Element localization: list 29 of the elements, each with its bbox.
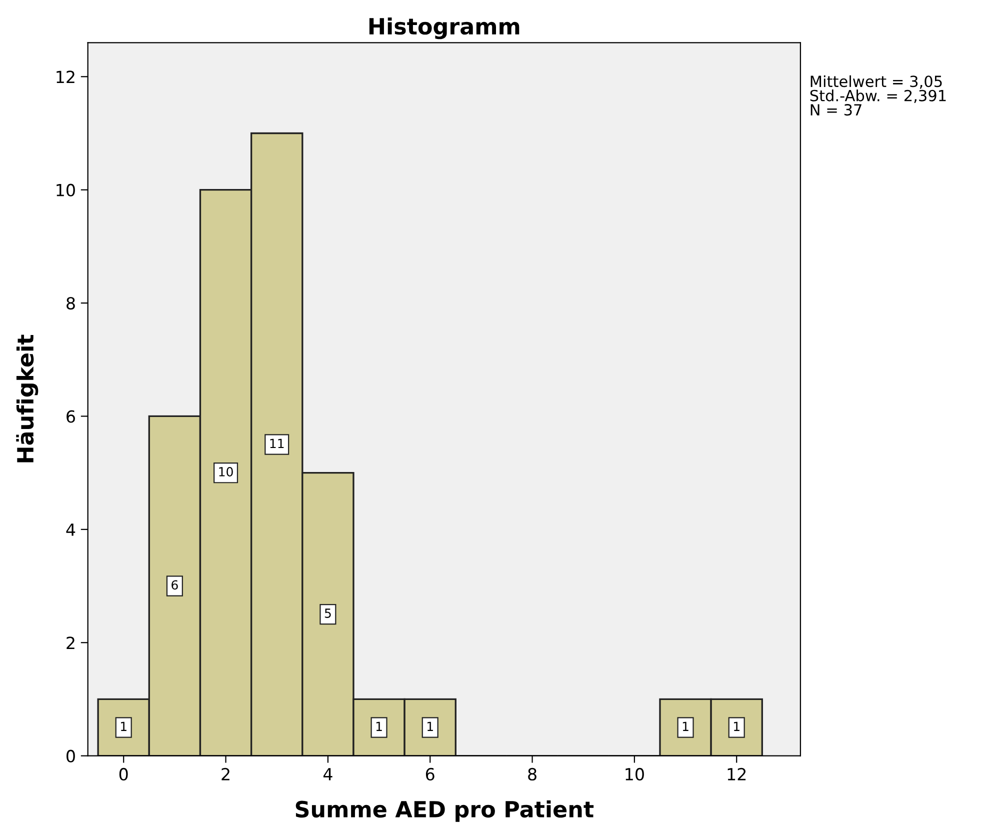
y-tick-label: 4 bbox=[66, 524, 76, 536]
x-tick-label: 4 bbox=[323, 768, 332, 780]
y-axis-title: Häufigkeit bbox=[16, 334, 38, 462]
x-tick-label: 10 bbox=[626, 768, 644, 781]
data-label: 6 bbox=[172, 580, 178, 590]
y-tick-label: 6 bbox=[66, 410, 75, 423]
chart-title: Histogramm bbox=[369, 17, 520, 40]
x-axis-title: Summe AED pro Patient bbox=[296, 800, 594, 822]
data-label: 1 bbox=[682, 722, 688, 731]
y-tick-label: 10 bbox=[56, 184, 75, 196]
text: Mittelwert = 3,05 bbox=[810, 75, 942, 89]
y-tick-label: 0 bbox=[66, 750, 75, 762]
data-label: 1 bbox=[734, 722, 740, 731]
x-tick-label: 2 bbox=[222, 768, 230, 780]
data-label: 1 bbox=[376, 722, 382, 731]
y-tick-label: 8 bbox=[66, 296, 75, 310]
text: Std.-Abw. = 2,391 bbox=[810, 90, 946, 103]
x-tick-label: 6 bbox=[426, 768, 434, 781]
x-tick-label: 8 bbox=[528, 768, 536, 781]
data-label: 11 bbox=[270, 438, 284, 448]
data-label: 10 bbox=[219, 466, 233, 476]
data-label: 1 bbox=[121, 722, 126, 731]
data-label: 1 bbox=[428, 722, 433, 731]
y-tick-label: 2 bbox=[66, 636, 74, 649]
data-label: 5 bbox=[324, 608, 331, 618]
text: N = 37 bbox=[810, 104, 862, 116]
x-tick-label: 12 bbox=[728, 768, 746, 780]
x-tick-label: 0 bbox=[119, 768, 128, 781]
y-tick-label: 12 bbox=[56, 70, 74, 83]
